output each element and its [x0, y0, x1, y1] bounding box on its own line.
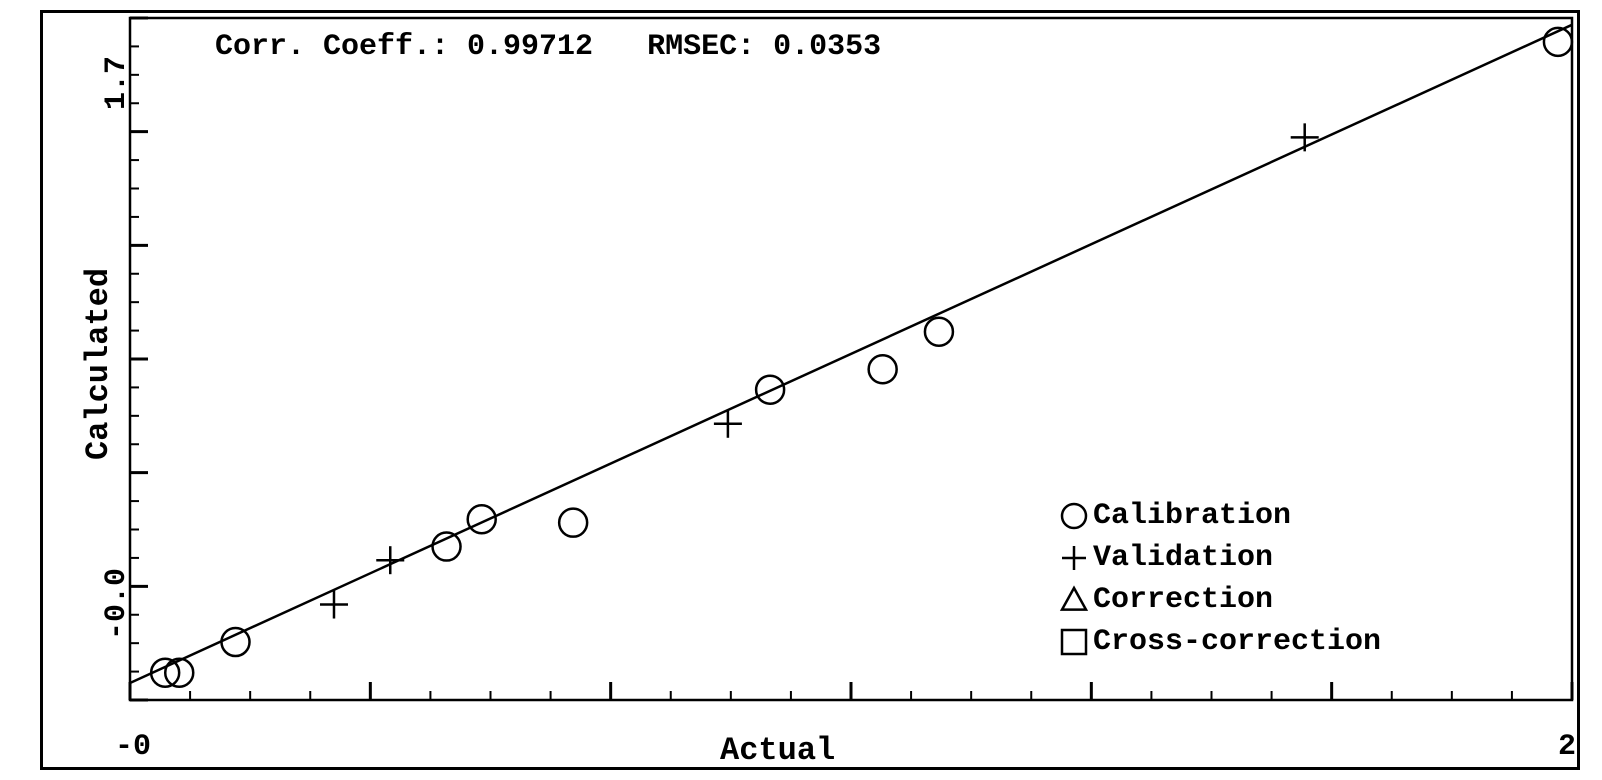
circle-icon	[1055, 497, 1093, 535]
y-axis-label: Calculated	[80, 268, 117, 460]
square-icon	[1055, 623, 1093, 661]
legend-item-triangle: Correction	[1055, 579, 1381, 621]
x-tick-start: -0	[115, 730, 151, 764]
legend-label: Cross-correction	[1093, 627, 1381, 657]
triangle-icon	[1055, 581, 1093, 619]
x-axis-label: Actual	[720, 732, 835, 769]
plus-icon	[1055, 539, 1093, 577]
legend-item-square: Cross-correction	[1055, 621, 1381, 663]
legend-label: Correction	[1093, 585, 1273, 615]
y-tick-low: -0.0	[100, 568, 134, 640]
legend-label: Calibration	[1093, 501, 1291, 531]
x-tick-end: 2	[1558, 730, 1576, 764]
chart-stats-text: Corr. Coeff.: 0.99712 RMSEC: 0.0353	[215, 30, 881, 64]
legend-item-circle: Calibration	[1055, 495, 1381, 537]
y-tick-high: 1.7	[100, 56, 134, 110]
legend-item-plus: Validation	[1055, 537, 1381, 579]
chart-legend: Calibration Validation Correction Cross-cor…	[1055, 495, 1381, 663]
chart-svg	[0, 0, 1602, 780]
legend-label: Validation	[1093, 543, 1273, 573]
